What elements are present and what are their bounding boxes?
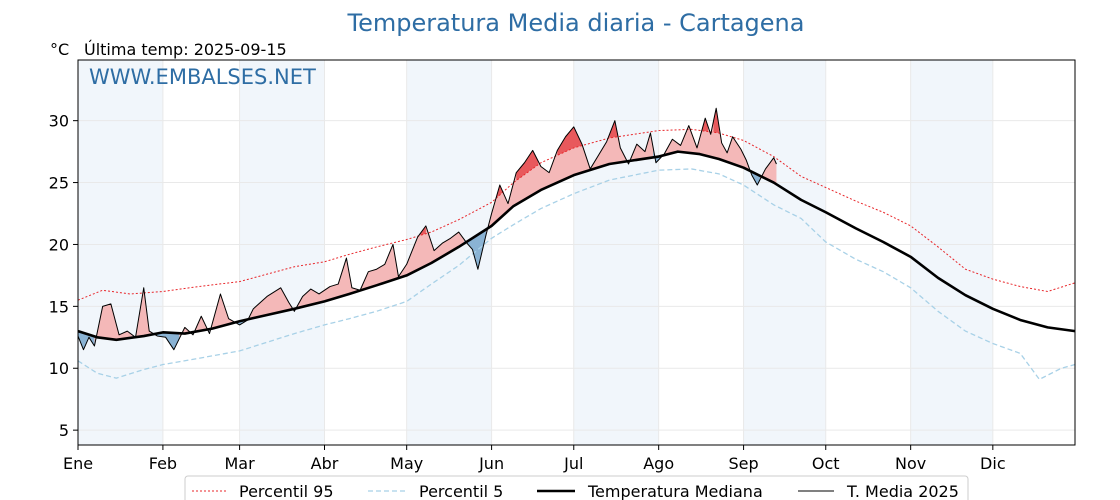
x-tick-label: Nov	[895, 454, 926, 473]
x-tick-label: Ene	[63, 454, 93, 473]
above-median-fill	[661, 108, 750, 171]
y-tick-label: 20	[49, 235, 69, 254]
month-band	[910, 60, 993, 445]
y-tick-label: 10	[49, 359, 69, 378]
legend-label: Temperatura Mediana	[587, 482, 763, 500]
x-tick-label: Mar	[225, 454, 256, 473]
grid	[77, 60, 1075, 445]
month-bands	[78, 60, 993, 445]
series-lines	[77, 107, 1076, 381]
series-t-media-2025	[77, 107, 777, 351]
above-median-fill	[486, 120, 626, 235]
above-median-fill	[135, 287, 152, 338]
above-p95-fill	[702, 118, 708, 132]
x-tick-label: Feb	[149, 454, 177, 473]
x-tick-label: Sep	[729, 454, 759, 473]
above-p95-fill	[516, 150, 539, 181]
above-p95-fill	[557, 126, 582, 156]
plot-border	[77, 59, 1076, 446]
x-tick-label: Jul	[563, 454, 583, 473]
month-band	[573, 60, 659, 445]
watermark: WWW.EMBALSES.NET	[89, 65, 316, 89]
x-tick-label: May	[390, 454, 423, 473]
x-tick-label: Dic	[980, 454, 1006, 473]
legend-box	[184, 475, 969, 500]
y-tick-label: 15	[49, 297, 69, 316]
x-tick-label: Abr	[311, 454, 339, 473]
series-percentil-95	[77, 128, 1076, 301]
above-median-fill	[294, 225, 465, 312]
x-axis: Ene Feb Mar Abr May Jun Jul Ago Sep Oct Nov Dic	[63, 445, 1006, 473]
legend-label: T. Media 2025	[846, 482, 959, 500]
series-temperatura-mediana	[77, 150, 1076, 342]
above-median-fill	[94, 303, 133, 346]
y-tick-label: 30	[49, 112, 69, 131]
y-axis: 5 10 15 20 25 30	[49, 112, 78, 440]
plot-area: WWW.EMBALSES.NET	[77, 59, 1076, 446]
month-band	[743, 60, 826, 445]
month-band	[239, 60, 325, 445]
y-tick-label: 25	[49, 174, 69, 193]
chart-title: Temperatura Media diaria - Cartagena	[347, 9, 805, 37]
below-median-fill	[151, 332, 180, 350]
x-tick-label: Oct	[812, 454, 840, 473]
legend: Percentil 95 Percentil 5 Temperatura Media…	[184, 475, 969, 500]
series-percentil-5	[77, 168, 1076, 381]
month-band	[78, 60, 163, 445]
y-tick-label: 5	[59, 421, 69, 440]
x-tick-label: Jun	[478, 454, 504, 473]
last-temp-label: Última temp: 2025-09-15	[84, 40, 287, 59]
unit-label: °C	[50, 40, 69, 59]
below-median-fill	[464, 229, 487, 270]
legend-label: Percentil 5	[419, 482, 503, 500]
above-p95-fill	[713, 108, 719, 134]
legend-items: Percentil 95 Percentil 5 Temperatura Media…	[192, 482, 959, 500]
x-tick-label: Ago	[643, 454, 674, 473]
legend-label: Percentil 95	[239, 482, 334, 500]
